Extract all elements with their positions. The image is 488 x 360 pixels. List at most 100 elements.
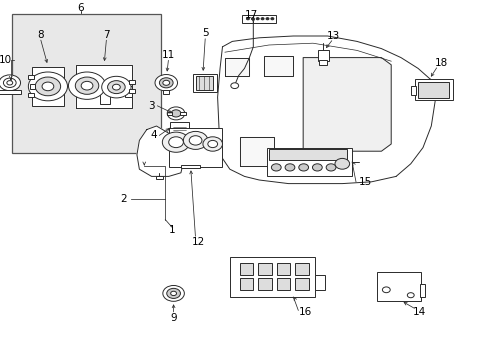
Circle shape bbox=[168, 137, 183, 148]
Text: 9: 9 bbox=[170, 312, 177, 323]
Bar bbox=[181, 165, 200, 168]
Circle shape bbox=[261, 18, 264, 20]
Bar bbox=[0, 90, 20, 94]
Bar bbox=[100, 90, 110, 104]
Bar bbox=[155, 176, 163, 179]
Circle shape bbox=[102, 76, 131, 98]
Bar bbox=[268, 149, 346, 160]
Bar bbox=[315, 275, 325, 290]
Text: 16: 16 bbox=[298, 307, 311, 318]
Text: 10: 10 bbox=[0, 55, 11, 66]
Bar bbox=[28, 75, 34, 79]
Text: 4: 4 bbox=[150, 130, 157, 140]
Circle shape bbox=[159, 78, 173, 88]
Circle shape bbox=[246, 18, 249, 20]
Circle shape bbox=[167, 107, 184, 120]
Bar bbox=[239, 263, 253, 275]
Circle shape bbox=[163, 285, 184, 301]
Circle shape bbox=[7, 81, 13, 85]
Circle shape bbox=[334, 158, 349, 169]
Bar bbox=[319, 60, 326, 65]
Text: 12: 12 bbox=[191, 237, 204, 247]
Circle shape bbox=[166, 288, 180, 298]
Circle shape bbox=[382, 287, 389, 293]
Bar bbox=[295, 278, 308, 290]
Circle shape bbox=[162, 132, 189, 152]
Circle shape bbox=[171, 110, 181, 117]
Text: 17: 17 bbox=[244, 10, 258, 21]
Circle shape bbox=[75, 77, 99, 94]
Bar bbox=[129, 89, 135, 93]
Text: 13: 13 bbox=[326, 31, 340, 41]
Bar bbox=[30, 84, 35, 89]
Circle shape bbox=[312, 164, 322, 171]
Circle shape bbox=[251, 18, 254, 20]
Bar bbox=[258, 278, 271, 290]
Bar bbox=[376, 272, 420, 301]
Polygon shape bbox=[76, 65, 132, 108]
Text: 2: 2 bbox=[120, 194, 127, 204]
Text: 3: 3 bbox=[148, 101, 155, 111]
Circle shape bbox=[407, 293, 413, 298]
Circle shape bbox=[107, 81, 125, 94]
Bar bbox=[180, 112, 185, 115]
Bar bbox=[276, 263, 290, 275]
Bar bbox=[168, 128, 222, 167]
Text: 15: 15 bbox=[358, 177, 372, 187]
Circle shape bbox=[112, 84, 120, 90]
Bar bbox=[195, 76, 212, 90]
Text: 8: 8 bbox=[37, 30, 43, 40]
Text: 11: 11 bbox=[162, 50, 175, 60]
Circle shape bbox=[42, 82, 54, 91]
Circle shape bbox=[230, 83, 238, 89]
Circle shape bbox=[271, 164, 281, 171]
Bar bbox=[266, 148, 351, 176]
Circle shape bbox=[189, 136, 202, 145]
Circle shape bbox=[203, 137, 222, 151]
Bar bbox=[410, 86, 415, 95]
Circle shape bbox=[0, 75, 20, 91]
Bar bbox=[163, 90, 169, 94]
Text: 14: 14 bbox=[412, 307, 426, 318]
Bar bbox=[124, 86, 132, 97]
Circle shape bbox=[170, 291, 176, 296]
Circle shape bbox=[68, 72, 105, 99]
Text: 5: 5 bbox=[202, 28, 208, 39]
Bar bbox=[12, 14, 161, 153]
Polygon shape bbox=[264, 56, 293, 76]
Text: 6: 6 bbox=[77, 3, 84, 13]
Circle shape bbox=[298, 164, 308, 171]
Bar bbox=[317, 50, 328, 61]
Circle shape bbox=[163, 80, 169, 85]
Bar bbox=[193, 74, 216, 92]
Polygon shape bbox=[224, 58, 249, 76]
Circle shape bbox=[285, 164, 294, 171]
Bar bbox=[239, 278, 253, 290]
Circle shape bbox=[28, 72, 67, 101]
Bar bbox=[419, 284, 425, 297]
Bar bbox=[417, 82, 448, 98]
Text: 7: 7 bbox=[103, 30, 110, 40]
Circle shape bbox=[35, 77, 61, 96]
Bar bbox=[32, 67, 63, 106]
Bar bbox=[169, 122, 189, 132]
Bar bbox=[167, 112, 172, 115]
Polygon shape bbox=[137, 126, 183, 176]
Circle shape bbox=[270, 18, 273, 20]
Circle shape bbox=[81, 81, 93, 90]
Bar bbox=[242, 15, 276, 23]
Bar bbox=[28, 93, 34, 97]
Circle shape bbox=[256, 18, 259, 20]
Circle shape bbox=[265, 18, 268, 20]
Text: 18: 18 bbox=[434, 58, 447, 68]
Circle shape bbox=[325, 164, 335, 171]
Circle shape bbox=[155, 75, 177, 91]
Bar bbox=[295, 263, 308, 275]
Bar bbox=[229, 257, 315, 297]
Bar bbox=[129, 80, 135, 84]
Bar bbox=[276, 278, 290, 290]
Polygon shape bbox=[239, 137, 273, 166]
Bar bbox=[258, 263, 271, 275]
Circle shape bbox=[3, 78, 16, 87]
Circle shape bbox=[207, 140, 217, 148]
